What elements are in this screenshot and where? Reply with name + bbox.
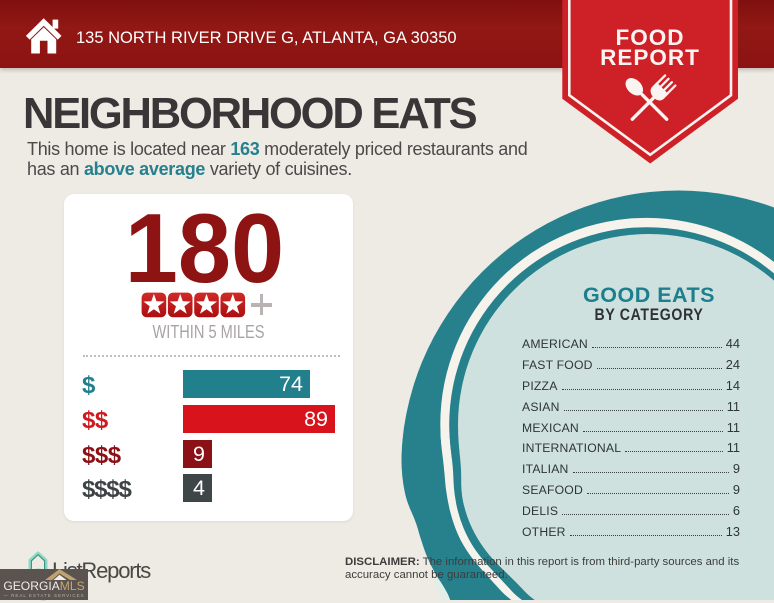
svg-text:FOOD: FOOD — [616, 25, 685, 50]
svg-text:REPORT: REPORT — [600, 45, 700, 70]
